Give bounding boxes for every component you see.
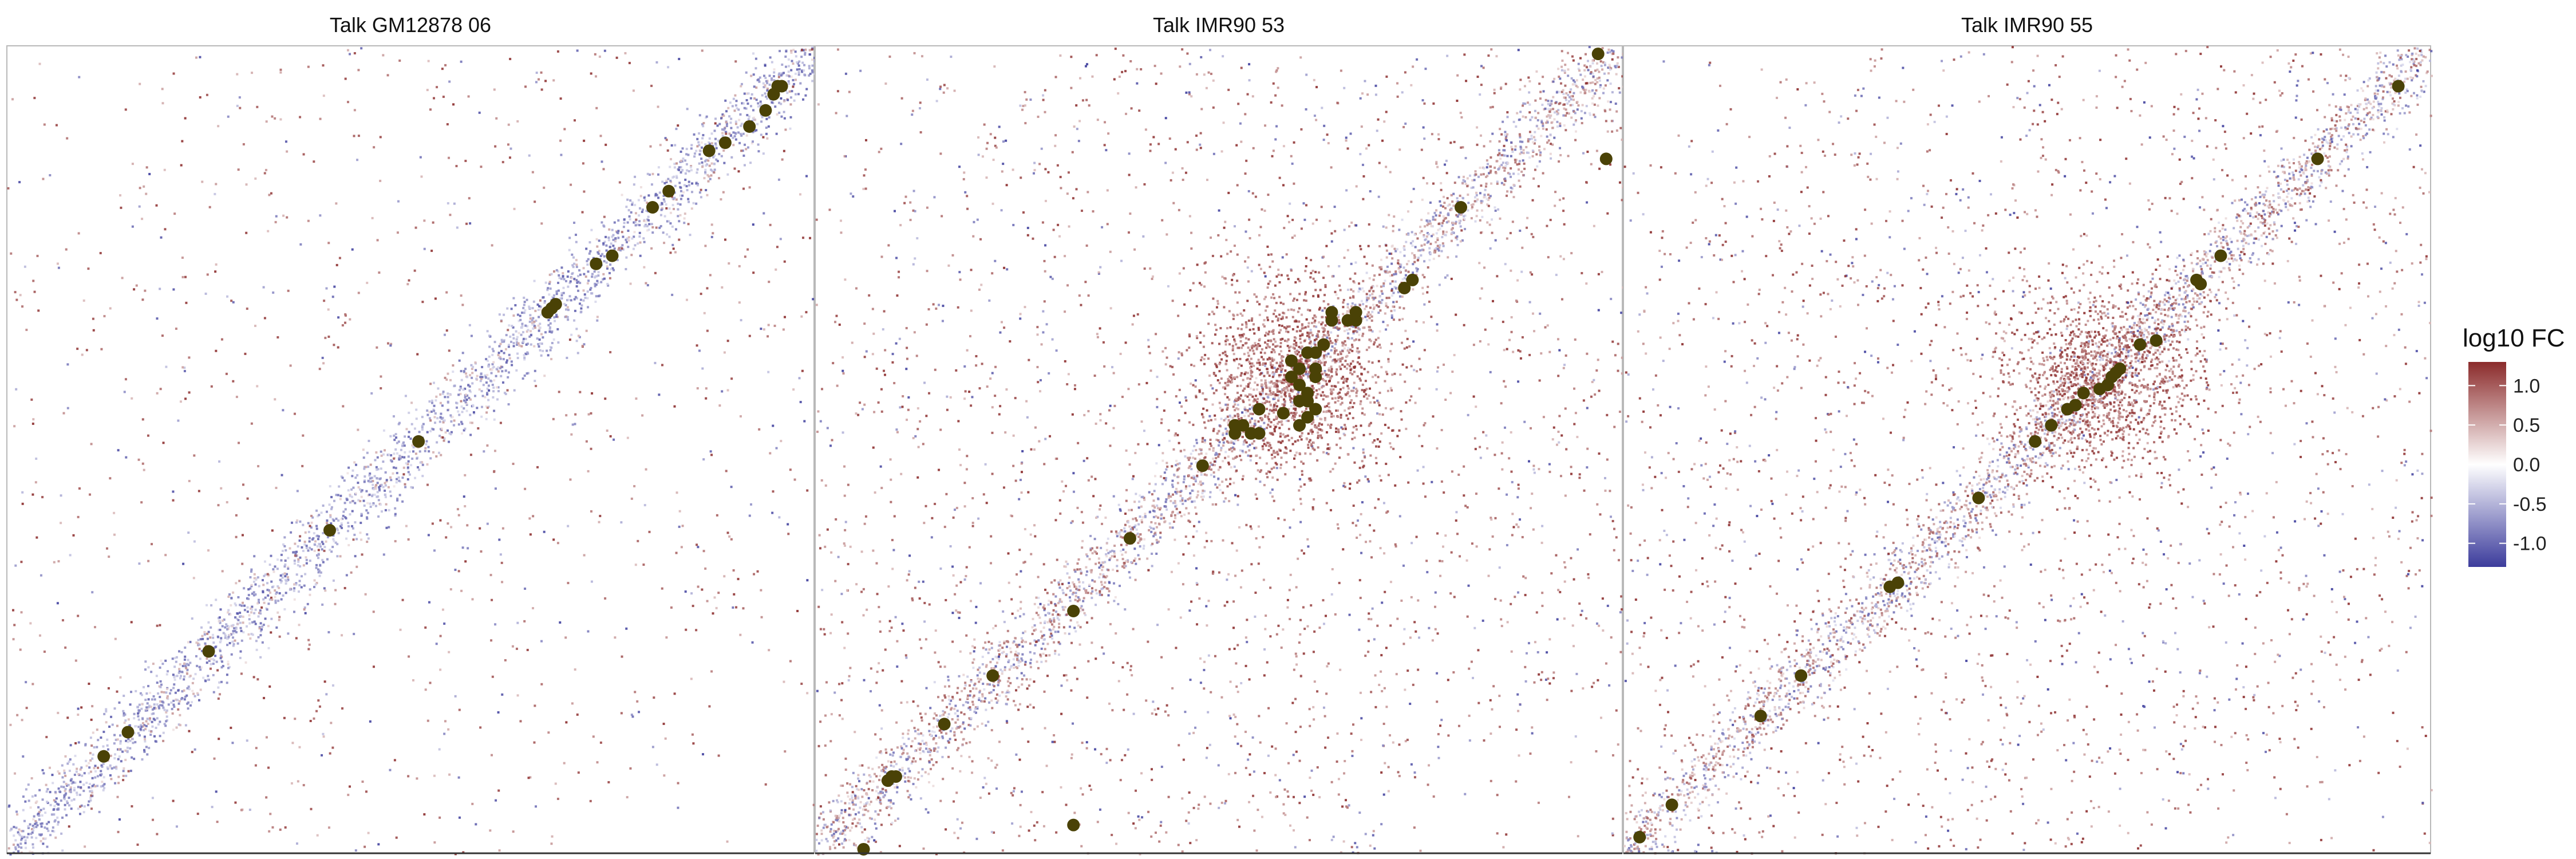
data-point [1325,306,1338,318]
data-point [938,718,951,730]
data-point [1293,362,1306,375]
data-point [1309,403,1322,416]
legend-tick-label: 0.5 [2513,415,2540,436]
data-point [703,144,716,157]
panel-title: Talk IMR90 53 [1153,13,1285,37]
data-point [1309,362,1322,375]
data-point [550,298,562,310]
data-point [323,524,336,537]
data-point [1253,403,1266,416]
data-point [743,120,756,133]
data-point [1972,492,1985,505]
data-point [890,770,902,783]
data-point [2134,338,2146,351]
legend-tick-label: -1.0 [2513,533,2547,555]
data-point [590,258,602,270]
data-point [2045,419,2057,432]
data-point [606,250,619,262]
legend-tick-label: -0.5 [2513,494,2547,515]
data-point [1350,306,1362,318]
data-point [203,645,215,658]
data-point [412,435,425,448]
data-point [1633,831,1646,844]
data-point [97,750,110,763]
panels: Talk GM12878 06 Talk IMR90 53 Talk IMR90 5… [7,13,2433,856]
data-point [662,185,675,198]
legend-tick-label: 1.0 [2513,375,2540,397]
data-point [719,136,732,149]
data-point [1196,459,1209,472]
data-point [122,726,135,739]
data-point [2077,387,2090,399]
legend-title: log10 FC [2463,324,2565,352]
data-point [2214,250,2227,262]
data-point [2113,362,2126,375]
data-point [1600,152,1613,165]
panel-2: Talk IMR90 53 [815,13,1625,856]
color-legend: log10 FC 1.0 0.5 0.0 -0.5 -1.0 [2463,324,2565,567]
data-point [1253,427,1266,440]
data-point [2312,152,2324,165]
legend-tick-label: 0.0 [2513,454,2540,476]
data-point [776,80,788,93]
data-point [2194,278,2207,290]
panel-title: Talk IMR90 55 [1961,13,2093,37]
panel-1: Talk GM12878 06 [7,13,816,856]
data-point [1301,387,1314,399]
data-point [2029,435,2041,448]
data-point [1406,274,1419,286]
data-point [1067,605,1080,617]
data-point [1277,407,1290,420]
data-point [2150,334,2163,347]
data-point [1124,532,1136,545]
data-point [1317,338,1330,351]
data-point [1455,201,1467,214]
panel-3: Talk IMR90 55 [1623,13,2433,854]
panel-title: Talk GM12878 06 [330,13,491,37]
panel-frame [815,46,1622,853]
data-point [986,669,999,682]
data-point [2069,399,2082,411]
data-point [1592,48,1605,60]
data-point [1666,798,1678,811]
data-point [1755,710,1767,722]
data-point [2392,80,2405,93]
data-point [646,201,659,214]
data-point [1067,819,1080,832]
data-point [1891,577,1904,589]
data-point [759,104,772,117]
data-point [1795,669,1807,682]
